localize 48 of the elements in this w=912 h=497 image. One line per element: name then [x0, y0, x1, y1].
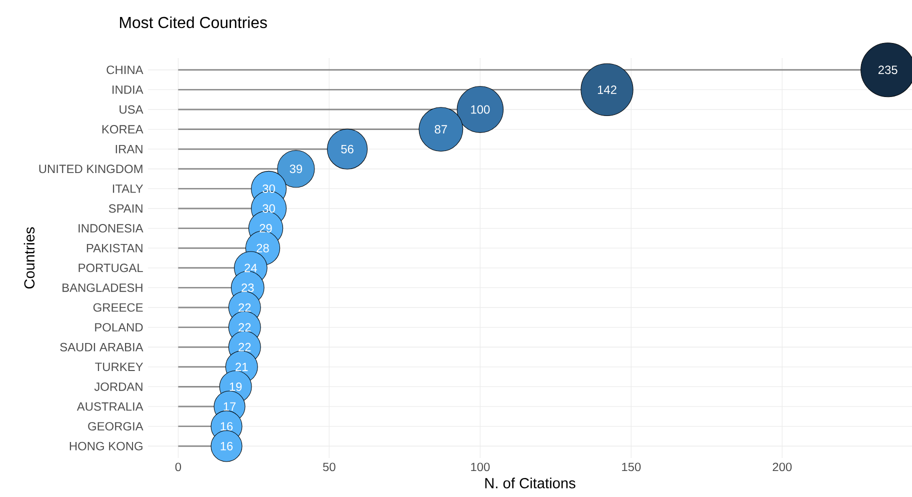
data-label: 19	[230, 382, 242, 391]
data-label: 28	[256, 244, 269, 252]
y-tick-label: SAUDI ARABIA	[60, 342, 144, 352]
data-label: 22	[238, 303, 251, 312]
y-tick-label: INDIA	[112, 86, 144, 94]
data-label: 30	[262, 184, 275, 193]
data-label: 39	[290, 164, 302, 174]
y-tick-label: JORDAN	[94, 382, 142, 391]
y-tick-label: PAKISTAN	[86, 244, 142, 252]
x-tick-label: 0	[175, 462, 182, 472]
data-label: 87	[434, 125, 447, 134]
y-tick-label: CHINA	[106, 66, 144, 74]
data-label: 21	[236, 362, 248, 372]
y-tick-label: GREECE	[93, 303, 143, 312]
data-label: 24	[244, 264, 257, 272]
data-label: 29	[260, 224, 272, 233]
data-label: 235	[878, 66, 898, 74]
y-tick-label: AUSTRALIA	[76, 402, 144, 411]
y-tick-label: ITALY	[112, 184, 144, 193]
y-tick-label: UNITED KINGDOM	[39, 164, 142, 174]
chart-title: Most Cited Countries	[120, 16, 267, 28]
y-tick-label: GEORGIA	[88, 422, 144, 431]
data-label: 17	[224, 402, 236, 411]
data-label: 142	[598, 85, 616, 94]
y-tick-label: IRAN	[116, 144, 142, 154]
x-tick-label: 100	[471, 462, 490, 472]
x-axis-title: N. of Citations	[485, 478, 576, 488]
y-tick-label: SPAIN	[108, 204, 142, 213]
data-label: 22	[238, 342, 251, 352]
y-tick-label: INDONESIA	[78, 224, 144, 233]
y-axis-title: Countries	[24, 227, 35, 289]
y-tick-label: KOREA	[102, 125, 144, 134]
y-tick-label: TURKEY	[95, 362, 144, 372]
x-tick-label: 200	[772, 462, 792, 472]
data-label: 56	[341, 144, 354, 154]
x-tick-label: 50	[323, 462, 336, 472]
data-label: 30	[262, 204, 275, 213]
data-label: 22	[238, 323, 251, 332]
y-tick-label: USA	[120, 105, 144, 114]
y-tick-label: HONG KONG	[70, 442, 142, 450]
data-label: 23	[242, 283, 254, 292]
data-label: 100	[471, 105, 490, 114]
y-tick-label: POLAND	[95, 323, 143, 332]
x-tick-label: 150	[622, 462, 641, 472]
y-tick-label: BANGLADESH	[62, 283, 142, 292]
y-tick-label: PORTUGAL	[78, 264, 143, 272]
data-label: 16	[220, 422, 233, 431]
data-label: 16	[220, 442, 233, 450]
